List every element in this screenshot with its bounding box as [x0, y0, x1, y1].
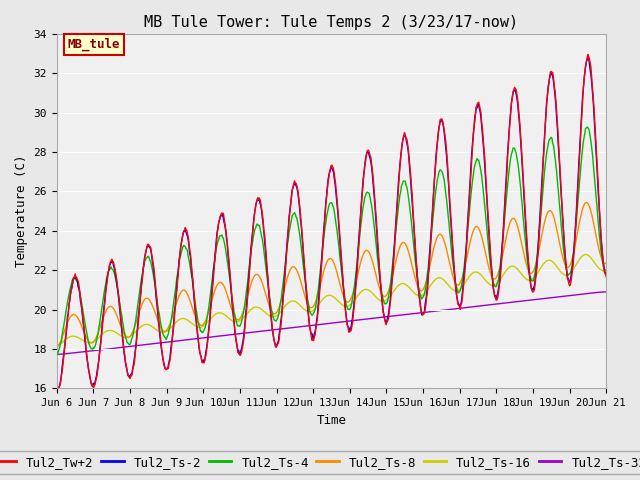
- Tul2_Ts-16: [204, 319, 212, 324]
- Tul2_Ts-16: [175, 317, 183, 323]
- Tul2_Ts-8: [175, 293, 183, 299]
- Tul2_Ts-2: [398, 141, 406, 146]
- Tul2_Ts-32: [602, 289, 610, 295]
- Tul2_Ts-8: [582, 200, 590, 205]
- Tul2_Ts-32: [63, 351, 70, 357]
- Line: Tul2_Ts-32: Tul2_Ts-32: [57, 292, 606, 354]
- Tul2_Tw+2: [602, 274, 610, 279]
- Tul2_Tw+2: [53, 390, 61, 396]
- Tul2_Tw+2: [176, 252, 184, 257]
- Tul2_Ts-8: [204, 311, 212, 316]
- Tul2_Ts-8: [63, 322, 70, 327]
- Tul2_Ts-4: [583, 124, 591, 130]
- Tul2_Tw+2: [399, 136, 407, 142]
- Line: Tul2_Ts-16: Tul2_Ts-16: [57, 254, 606, 346]
- Tul2_Tw+2: [415, 290, 423, 296]
- Tul2_Ts-32: [415, 310, 422, 316]
- Tul2_Tw+2: [63, 318, 71, 324]
- Tul2_Ts-4: [63, 304, 70, 310]
- Tul2_Ts-2: [415, 286, 422, 291]
- Tul2_Ts-32: [120, 344, 127, 350]
- Line: Tul2_Ts-8: Tul2_Ts-8: [57, 203, 606, 347]
- Tul2_Ts-8: [602, 261, 610, 266]
- Tul2_Ts-16: [120, 334, 127, 340]
- Tul2_Ts-32: [175, 338, 183, 344]
- Tul2_Ts-16: [398, 281, 406, 287]
- Tul2_Ts-4: [175, 260, 183, 266]
- Title: MB Tule Tower: Tule Temps 2 (3/23/17-now): MB Tule Tower: Tule Temps 2 (3/23/17-now…: [145, 15, 518, 30]
- Tul2_Ts-8: [415, 285, 422, 290]
- Tul2_Tw+2: [205, 327, 212, 333]
- Tul2_Ts-2: [175, 258, 183, 264]
- Tul2_Ts-4: [120, 322, 127, 328]
- Tul2_Ts-16: [53, 343, 61, 348]
- Tul2_Ts-4: [53, 352, 61, 358]
- Tul2_Ts-4: [415, 283, 422, 288]
- Tul2_Ts-32: [398, 312, 406, 318]
- Tul2_Ts-16: [415, 293, 422, 299]
- Tul2_Ts-2: [63, 324, 70, 330]
- Tul2_Ts-16: [582, 252, 589, 257]
- Line: Tul2_Tw+2: Tul2_Tw+2: [57, 55, 606, 393]
- Tul2_Ts-4: [204, 309, 212, 314]
- Tul2_Ts-2: [53, 391, 61, 396]
- Tul2_Ts-2: [204, 332, 212, 338]
- Tul2_Ts-2: [120, 342, 127, 348]
- Tul2_Ts-2: [585, 55, 593, 60]
- Tul2_Ts-16: [63, 336, 70, 341]
- Tul2_Ts-8: [53, 344, 61, 350]
- Tul2_Tw+2: [120, 348, 128, 353]
- Legend: Tul2_Tw+2, Tul2_Ts-2, Tul2_Ts-4, Tul2_Ts-8, Tul2_Ts-16, Tul2_Ts-32: Tul2_Tw+2, Tul2_Ts-2, Tul2_Ts-4, Tul2_Ts…: [0, 451, 640, 474]
- Tul2_Ts-8: [398, 240, 406, 246]
- Tul2_Ts-32: [53, 351, 61, 357]
- Tul2_Ts-2: [602, 270, 610, 276]
- Tul2_Ts-32: [204, 335, 212, 340]
- Line: Tul2_Ts-2: Tul2_Ts-2: [57, 58, 606, 394]
- Tul2_Ts-8: [120, 329, 127, 335]
- Text: MB_tule: MB_tule: [68, 38, 120, 51]
- Tul2_Ts-4: [602, 267, 610, 273]
- Tul2_Ts-16: [602, 268, 610, 274]
- X-axis label: Time: Time: [317, 414, 346, 427]
- Tul2_Ts-4: [398, 181, 406, 187]
- Tul2_Tw+2: [584, 52, 592, 58]
- Y-axis label: Temperature (C): Temperature (C): [15, 155, 28, 267]
- Tul2_Tw+2: [54, 390, 61, 396]
- Line: Tul2_Ts-4: Tul2_Ts-4: [57, 127, 606, 355]
